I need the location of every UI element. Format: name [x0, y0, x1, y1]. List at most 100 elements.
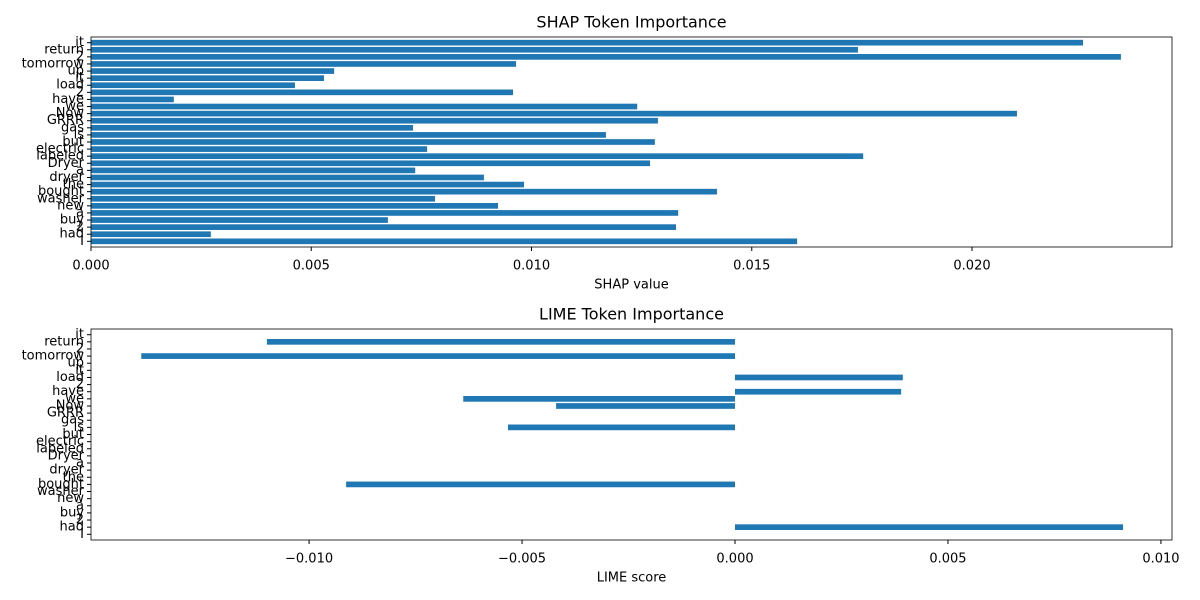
y-tick-label: had: [60, 520, 84, 535]
y-tick-label: a: [76, 205, 84, 220]
bar: [91, 110, 1017, 117]
y-tick-label: tomorrow: [22, 56, 85, 71]
x-tick-label: 0.000: [72, 259, 109, 274]
y-tick-label: the: [63, 470, 84, 485]
bar: [91, 181, 525, 188]
bar: [91, 117, 658, 124]
bar: [91, 188, 717, 195]
y-tick-label: washer: [37, 484, 85, 499]
bar: [91, 82, 295, 89]
y-tick-label: I: [80, 527, 84, 542]
x-tick-label: −0.005: [498, 552, 546, 567]
y-tick-label: it: [75, 35, 84, 50]
x-tick-label: −0.010: [285, 552, 333, 567]
bar: [91, 167, 416, 174]
bar: [91, 224, 676, 230]
bar: [556, 403, 735, 409]
bar: [91, 54, 1121, 60]
bar: [91, 210, 679, 216]
y-tick-label: new: [57, 491, 84, 506]
x-tick-label: 0.000: [716, 552, 753, 567]
bar: [141, 353, 735, 359]
y-tick-label: a: [76, 456, 84, 471]
chart-title: SHAP Token Importance: [536, 13, 726, 32]
bar: [91, 39, 1084, 46]
y-tick-label: washer: [37, 191, 85, 206]
y-tick-label: have: [52, 92, 84, 107]
y-tick-label: 2: [76, 513, 84, 528]
y-tick-label: Now: [56, 398, 85, 413]
y-tick-label: buy: [60, 213, 84, 228]
bar: [91, 217, 388, 223]
bar: [91, 75, 325, 81]
y-tick-label: 2: [76, 220, 84, 235]
y-tick-label: we: [65, 99, 84, 114]
y-tick-label: Now: [56, 106, 85, 121]
bar: [91, 146, 428, 152]
bar: [91, 139, 655, 145]
y-tick-label: GRRR: [47, 406, 84, 421]
y-tick-label: GRRR: [47, 113, 84, 128]
y-tick-label: is: [74, 420, 85, 435]
y-tick-label: it: [75, 363, 84, 378]
plot-frame: [90, 328, 1173, 541]
bar: [91, 46, 858, 53]
y-tick-label: had: [60, 227, 84, 242]
bar: [91, 96, 174, 103]
x-tick-label: 0.010: [513, 259, 550, 274]
bar: [91, 153, 864, 160]
y-tick-label: labeled: [36, 149, 84, 164]
plot-frame: [90, 36, 1173, 248]
y-tick-label: buy: [60, 505, 84, 520]
y-tick-label: it: [75, 327, 84, 342]
bar: [346, 481, 735, 488]
bar: [735, 524, 1124, 531]
bar: [91, 238, 798, 245]
y-tick-label: but: [62, 427, 84, 442]
y-tick-label: the: [63, 177, 84, 192]
y-tick-label: tomorrow: [22, 349, 85, 364]
bar: [91, 195, 436, 202]
y-tick-label: load: [56, 370, 84, 385]
y-tick-label: is: [74, 127, 85, 142]
y-tick-label: a: [76, 498, 84, 513]
bar: [91, 203, 499, 209]
y-tick-label: 2: [76, 85, 84, 100]
bar: [735, 388, 902, 395]
y-tick-label: have: [52, 384, 84, 399]
bar: [91, 124, 414, 131]
bar: [91, 132, 606, 138]
y-tick-label: new: [57, 198, 84, 213]
y-tick-label: gas: [61, 120, 84, 135]
y-tick-label: dryer: [49, 463, 84, 478]
y-tick-label: I: [80, 234, 84, 249]
x-tick-label: 0.005: [929, 552, 966, 567]
bar: [91, 160, 651, 167]
y-tick-label: Dryer: [48, 448, 85, 463]
y-tick-label: labeled: [36, 441, 84, 456]
y-tick-label: gas: [61, 413, 84, 428]
bar: [91, 231, 211, 238]
bar: [266, 338, 735, 345]
bar: [507, 424, 735, 431]
y-tick-label: Dryer: [48, 156, 85, 171]
y-tick-label: dryer: [49, 170, 84, 185]
x-tick-label: 0.010: [1142, 552, 1179, 567]
x-tick-label: 0.005: [293, 259, 330, 274]
y-tick-label: 2: [76, 377, 84, 392]
y-tick-label: return: [44, 334, 84, 349]
bar: [91, 103, 638, 110]
y-tick-label: we: [65, 391, 84, 406]
y-tick-label: electric: [36, 142, 84, 157]
y-tick-label: bought: [38, 477, 84, 492]
bar: [91, 89, 514, 96]
y-tick-label: up: [68, 64, 85, 79]
y-tick-label: 2: [76, 341, 84, 356]
y-tick-label: load: [56, 78, 84, 93]
y-tick-label: up: [68, 356, 85, 371]
chart-title: LIME Token Importance: [539, 305, 724, 324]
y-tick-label: return: [44, 42, 84, 57]
bar: [91, 61, 517, 67]
y-tick-label: bought: [38, 184, 84, 199]
